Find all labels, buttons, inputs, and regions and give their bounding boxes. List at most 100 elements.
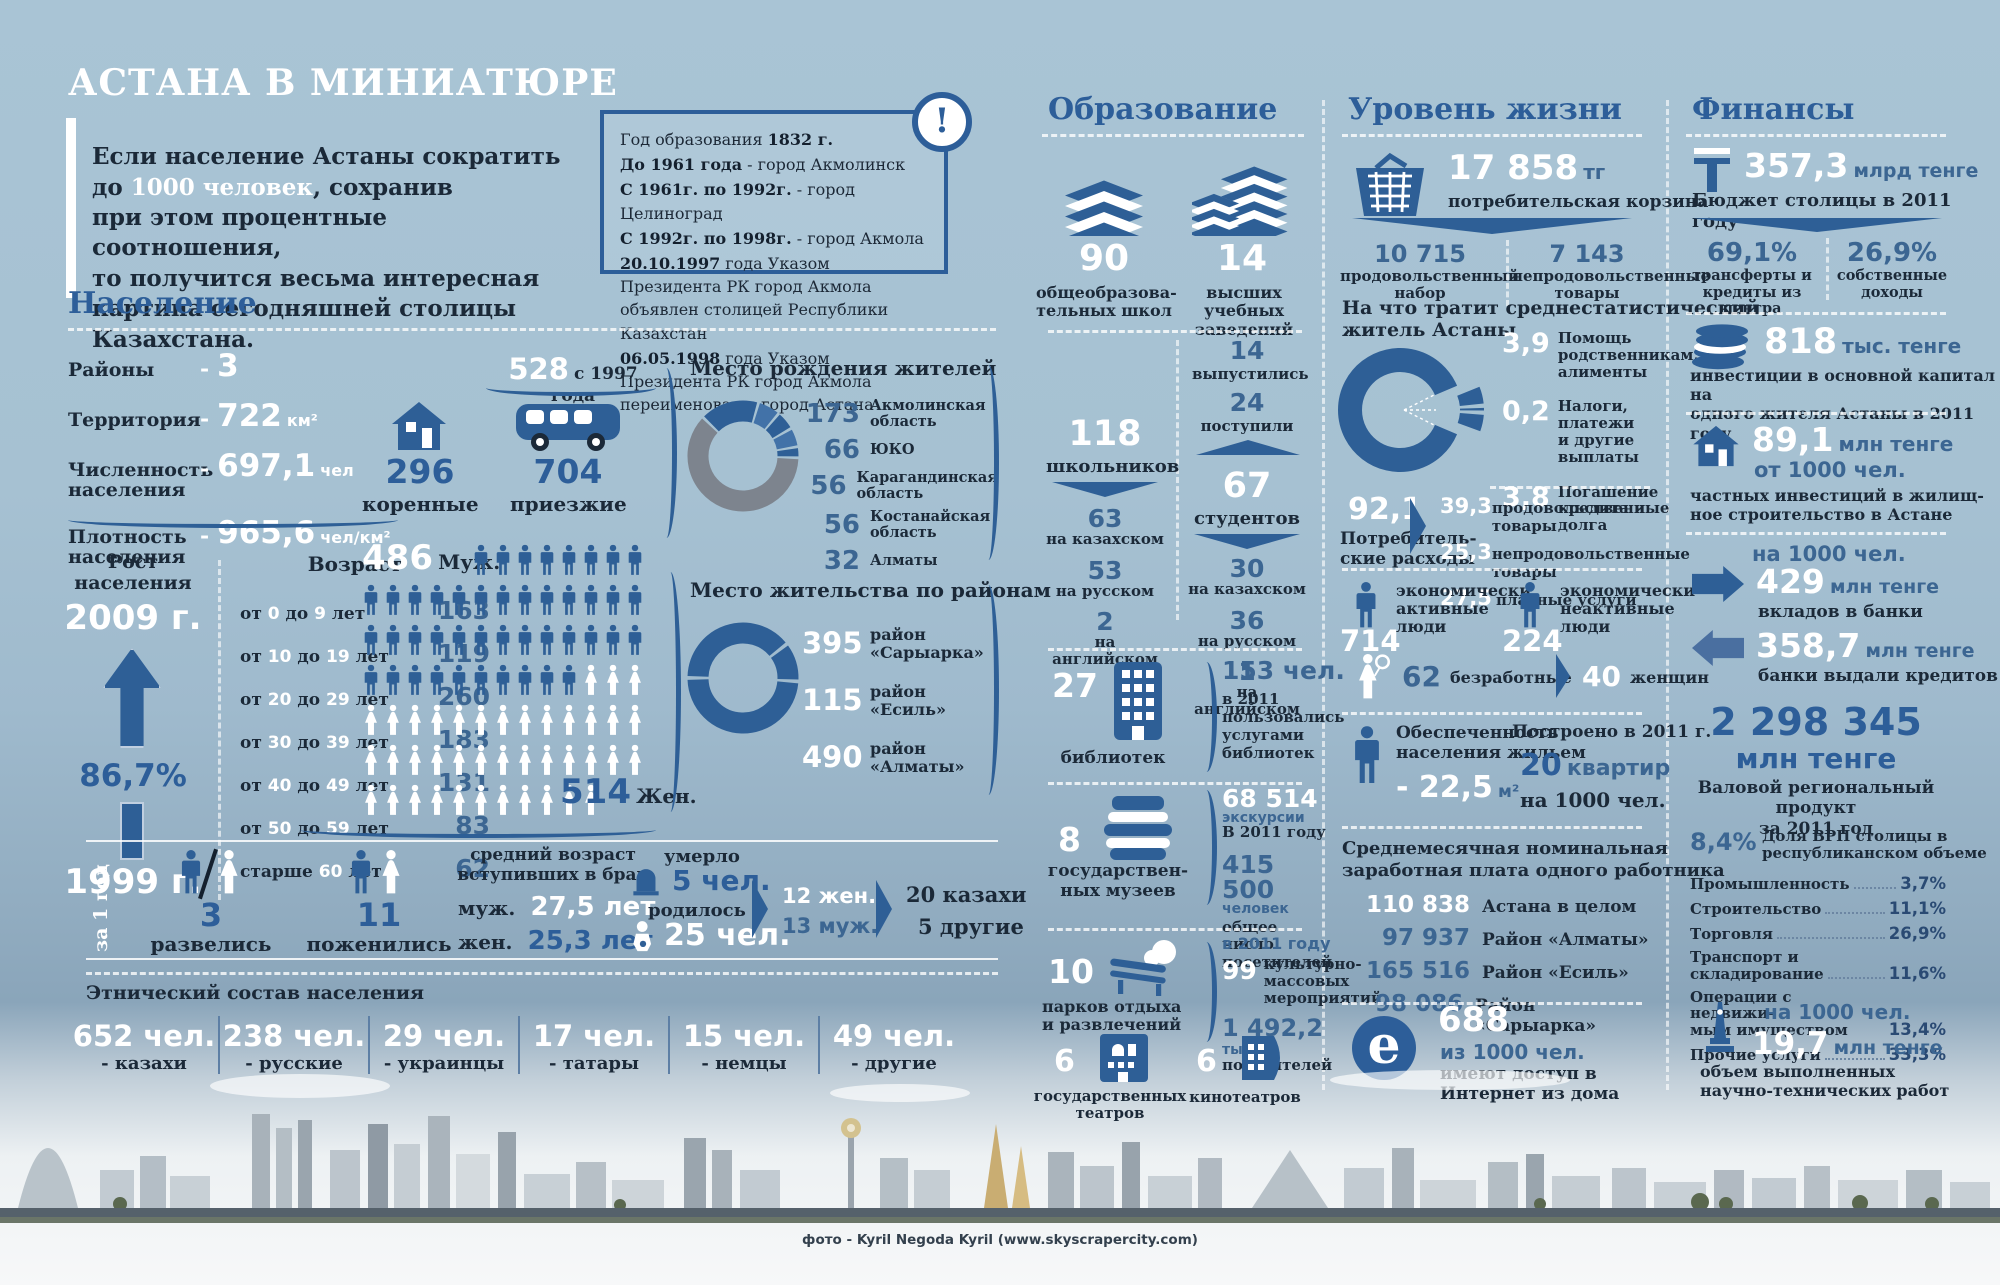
value: 19,7 xyxy=(1752,1026,1829,1062)
science-icon xyxy=(1706,1002,1734,1052)
marriage-age-title: средний возраст вступивших в брак xyxy=(457,845,649,885)
deposits-value: 429 млн тенге xyxy=(1756,562,1939,601)
internet-value: 688 xyxy=(1438,1000,1509,1040)
housing-invest-value: 89,1 млн тенге xyxy=(1752,420,1953,459)
man-icon xyxy=(494,544,512,576)
divider xyxy=(1322,100,1325,1090)
warning-icon: ! xyxy=(912,92,972,152)
value: 99 xyxy=(1222,956,1257,985)
bus-icon xyxy=(516,404,620,451)
theaters-label: государственных театров xyxy=(1033,1087,1187,1122)
man-icon xyxy=(626,624,644,656)
ethnic-strip: 652 чел. - казахи 238 чел. - русские 29 … xyxy=(70,1016,968,1075)
sector-row: Строительство 11,1% xyxy=(1690,899,1946,919)
woman-icon xyxy=(516,704,534,736)
tombstone-icon xyxy=(633,869,659,896)
graduated-label: выпустились xyxy=(1192,365,1309,383)
man-icon xyxy=(384,584,402,616)
woman-icon xyxy=(494,744,512,776)
divider-swoosh xyxy=(978,365,999,560)
divider xyxy=(1686,532,1946,535)
value: 818 xyxy=(1764,322,1838,362)
value: 26,9% xyxy=(1846,238,1938,268)
woman-icon xyxy=(362,784,380,816)
label: продовольственный набор xyxy=(1340,267,1520,303)
intro-post: , сохранив при этом процентные соотношен… xyxy=(92,173,540,353)
age-title: Возраст xyxy=(307,552,403,576)
woman-icon xyxy=(582,664,600,696)
parks-stat1: 99 культурно- массовых мероприятий xyxy=(1222,956,1382,1007)
park-bench-icon xyxy=(1110,940,1176,996)
unit: квартир xyxy=(1566,756,1671,781)
woman-icon xyxy=(538,744,556,776)
woman-icon xyxy=(494,704,512,736)
legend-item: 395 район «Сарыарка» xyxy=(802,625,984,662)
birthplace-legend: 173 Акмолинская область 66 ЮКО 56 Карага… xyxy=(802,398,998,581)
ethnic-item: 15 чел. - немцы xyxy=(668,1016,818,1075)
man-icon xyxy=(384,624,402,656)
woman-icon xyxy=(428,704,446,736)
unit: тыс. тенге xyxy=(1842,334,1962,358)
internet-sub: из 1000 чел. xyxy=(1440,1040,1585,1064)
basket-label: потребительская корзина xyxy=(1448,192,1709,212)
salary-table: 110 838 Астана в целом 97 937 Район «Алм… xyxy=(1342,892,1652,1043)
divider-swoosh xyxy=(656,368,677,538)
pupils-langs: 63 на казахском 53 на русском 2 на английском xyxy=(1046,506,1164,677)
built-value: 20 квартир xyxy=(1520,748,1670,783)
man-icon xyxy=(362,664,380,696)
divider xyxy=(1048,648,1302,651)
credits-value: 358,7 млн тенге xyxy=(1756,626,1975,665)
man-icon xyxy=(428,584,446,616)
unit: м² xyxy=(1498,782,1520,802)
native-label: коренные xyxy=(362,492,479,516)
value: 357,3 xyxy=(1744,146,1849,185)
ethnic-item: 29 чел. - украинцы xyxy=(368,1016,518,1075)
man-icon xyxy=(538,544,556,576)
man-icon xyxy=(472,624,490,656)
per-year-label: за 1 год xyxy=(90,864,112,952)
divider xyxy=(1826,238,1829,300)
divider xyxy=(86,972,998,975)
birthplace-title: Место рождения жителей xyxy=(690,356,997,380)
cinema-building-icon xyxy=(1242,1036,1280,1080)
theater-building-icon xyxy=(1100,1034,1148,1082)
housing-value: - 22,5 м² xyxy=(1396,770,1519,805)
history-line: 20.10.1997 года Указом Президента РК гор… xyxy=(620,253,889,343)
label: муж. xyxy=(458,896,516,920)
man-icon xyxy=(384,664,402,696)
up-arrow-icon xyxy=(103,648,161,748)
up-arrow-stem-icon xyxy=(120,802,144,860)
man-icon xyxy=(560,584,578,616)
man-icon xyxy=(626,544,644,576)
gender-female-label: 514 Жен. xyxy=(560,772,697,812)
budget-label: Бюджет столицы в 2011 году xyxy=(1692,190,1952,232)
label: собственные доходы xyxy=(1836,267,1948,301)
woman-icon xyxy=(450,704,468,736)
divider xyxy=(1048,330,1302,333)
university-building-icon xyxy=(1192,142,1292,236)
born-label: родилось xyxy=(648,900,746,921)
age-row: от 20 до 29 лет 260 xyxy=(240,682,490,711)
built-pre: Построено в 2011 г. xyxy=(1512,722,1712,742)
divider xyxy=(1490,486,1650,489)
born-boys: 13 муж. xyxy=(782,914,879,938)
woman-icon xyxy=(428,784,446,816)
label: непродовольственные товары xyxy=(1512,267,1711,303)
divider xyxy=(86,840,998,842)
divider xyxy=(1342,134,1642,137)
marriage-age-female: жен. 25,3 лет xyxy=(458,926,653,956)
man-icon xyxy=(560,664,578,696)
value: 89,1 xyxy=(1752,420,1834,459)
section-education: Образование xyxy=(1048,92,1278,127)
born-other: 5 другие xyxy=(918,914,1024,939)
man-icon xyxy=(538,664,556,696)
divider-swoosh xyxy=(1196,662,1217,772)
stat-row: Районы - 3 xyxy=(68,348,239,384)
inactive-value: 224 xyxy=(1502,624,1563,658)
stat-row: Территория - 722 км² xyxy=(68,398,318,434)
sector-row: Операции с недвижи- мым имуществом 13,4% xyxy=(1690,987,1946,1040)
man-icon xyxy=(538,584,556,616)
unit: млрд тенге xyxy=(1853,160,1979,182)
food-set: 10 715 продовольственный набор xyxy=(1340,240,1520,303)
